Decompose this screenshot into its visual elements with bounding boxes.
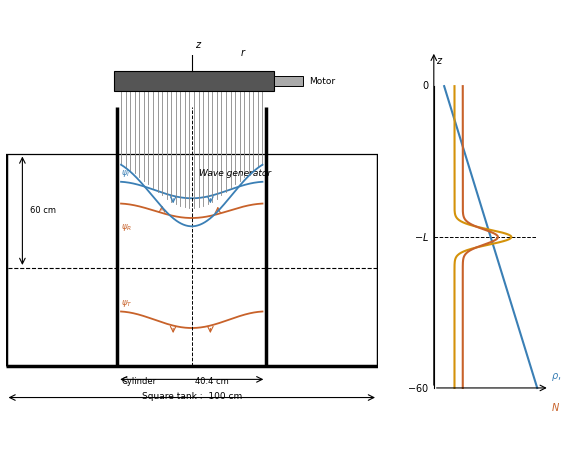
Text: Motor: Motor xyxy=(309,77,335,85)
Text: Cylinder: Cylinder xyxy=(121,377,156,386)
Text: Wave generator: Wave generator xyxy=(199,169,271,178)
Bar xyxy=(274,76,303,86)
Text: 0: 0 xyxy=(422,81,429,91)
Text: $\psi_R$: $\psi_R$ xyxy=(121,222,132,233)
Text: $z$: $z$ xyxy=(196,39,203,50)
Text: $r$: $r$ xyxy=(240,47,246,58)
Text: $z$: $z$ xyxy=(436,56,443,66)
Text: $-60$: $-60$ xyxy=(407,382,429,394)
Text: 40.4 cm: 40.4 cm xyxy=(196,377,229,386)
Bar xyxy=(113,71,274,91)
Text: $\psi_T$: $\psi_T$ xyxy=(121,298,133,309)
Text: 60 cm: 60 cm xyxy=(30,206,56,215)
Text: $\psi_I$: $\psi_I$ xyxy=(121,168,130,179)
Text: $-L$: $-L$ xyxy=(413,231,429,243)
Text: $N$: $N$ xyxy=(550,401,559,413)
Text: $\rho,$: $\rho,$ xyxy=(550,371,561,383)
Text: Square tank :  100 cm: Square tank : 100 cm xyxy=(142,392,242,401)
